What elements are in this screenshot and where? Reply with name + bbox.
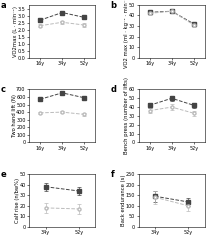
Text: a: a (1, 1, 7, 10)
Text: b: b (110, 1, 116, 10)
Y-axis label: Back endurance (s): Back endurance (s) (121, 175, 125, 226)
Y-axis label: Bench press (number of lifts): Bench press (number of lifts) (124, 77, 129, 154)
Y-axis label: VO2 max (ml · kg⁻¹ · min⁻¹): VO2 max (ml · kg⁻¹ · min⁻¹) (124, 0, 129, 68)
Y-axis label: VO2max (L · min⁻¹): VO2max (L · min⁻¹) (13, 6, 18, 57)
Text: e: e (1, 170, 7, 179)
Text: d: d (110, 85, 116, 94)
Y-axis label: Calf rise (n/bw%): Calf rise (n/bw%) (15, 178, 20, 223)
Text: f: f (110, 170, 114, 179)
Y-axis label: Two hand lift (N): Two hand lift (N) (12, 94, 16, 137)
Text: c: c (1, 85, 6, 94)
